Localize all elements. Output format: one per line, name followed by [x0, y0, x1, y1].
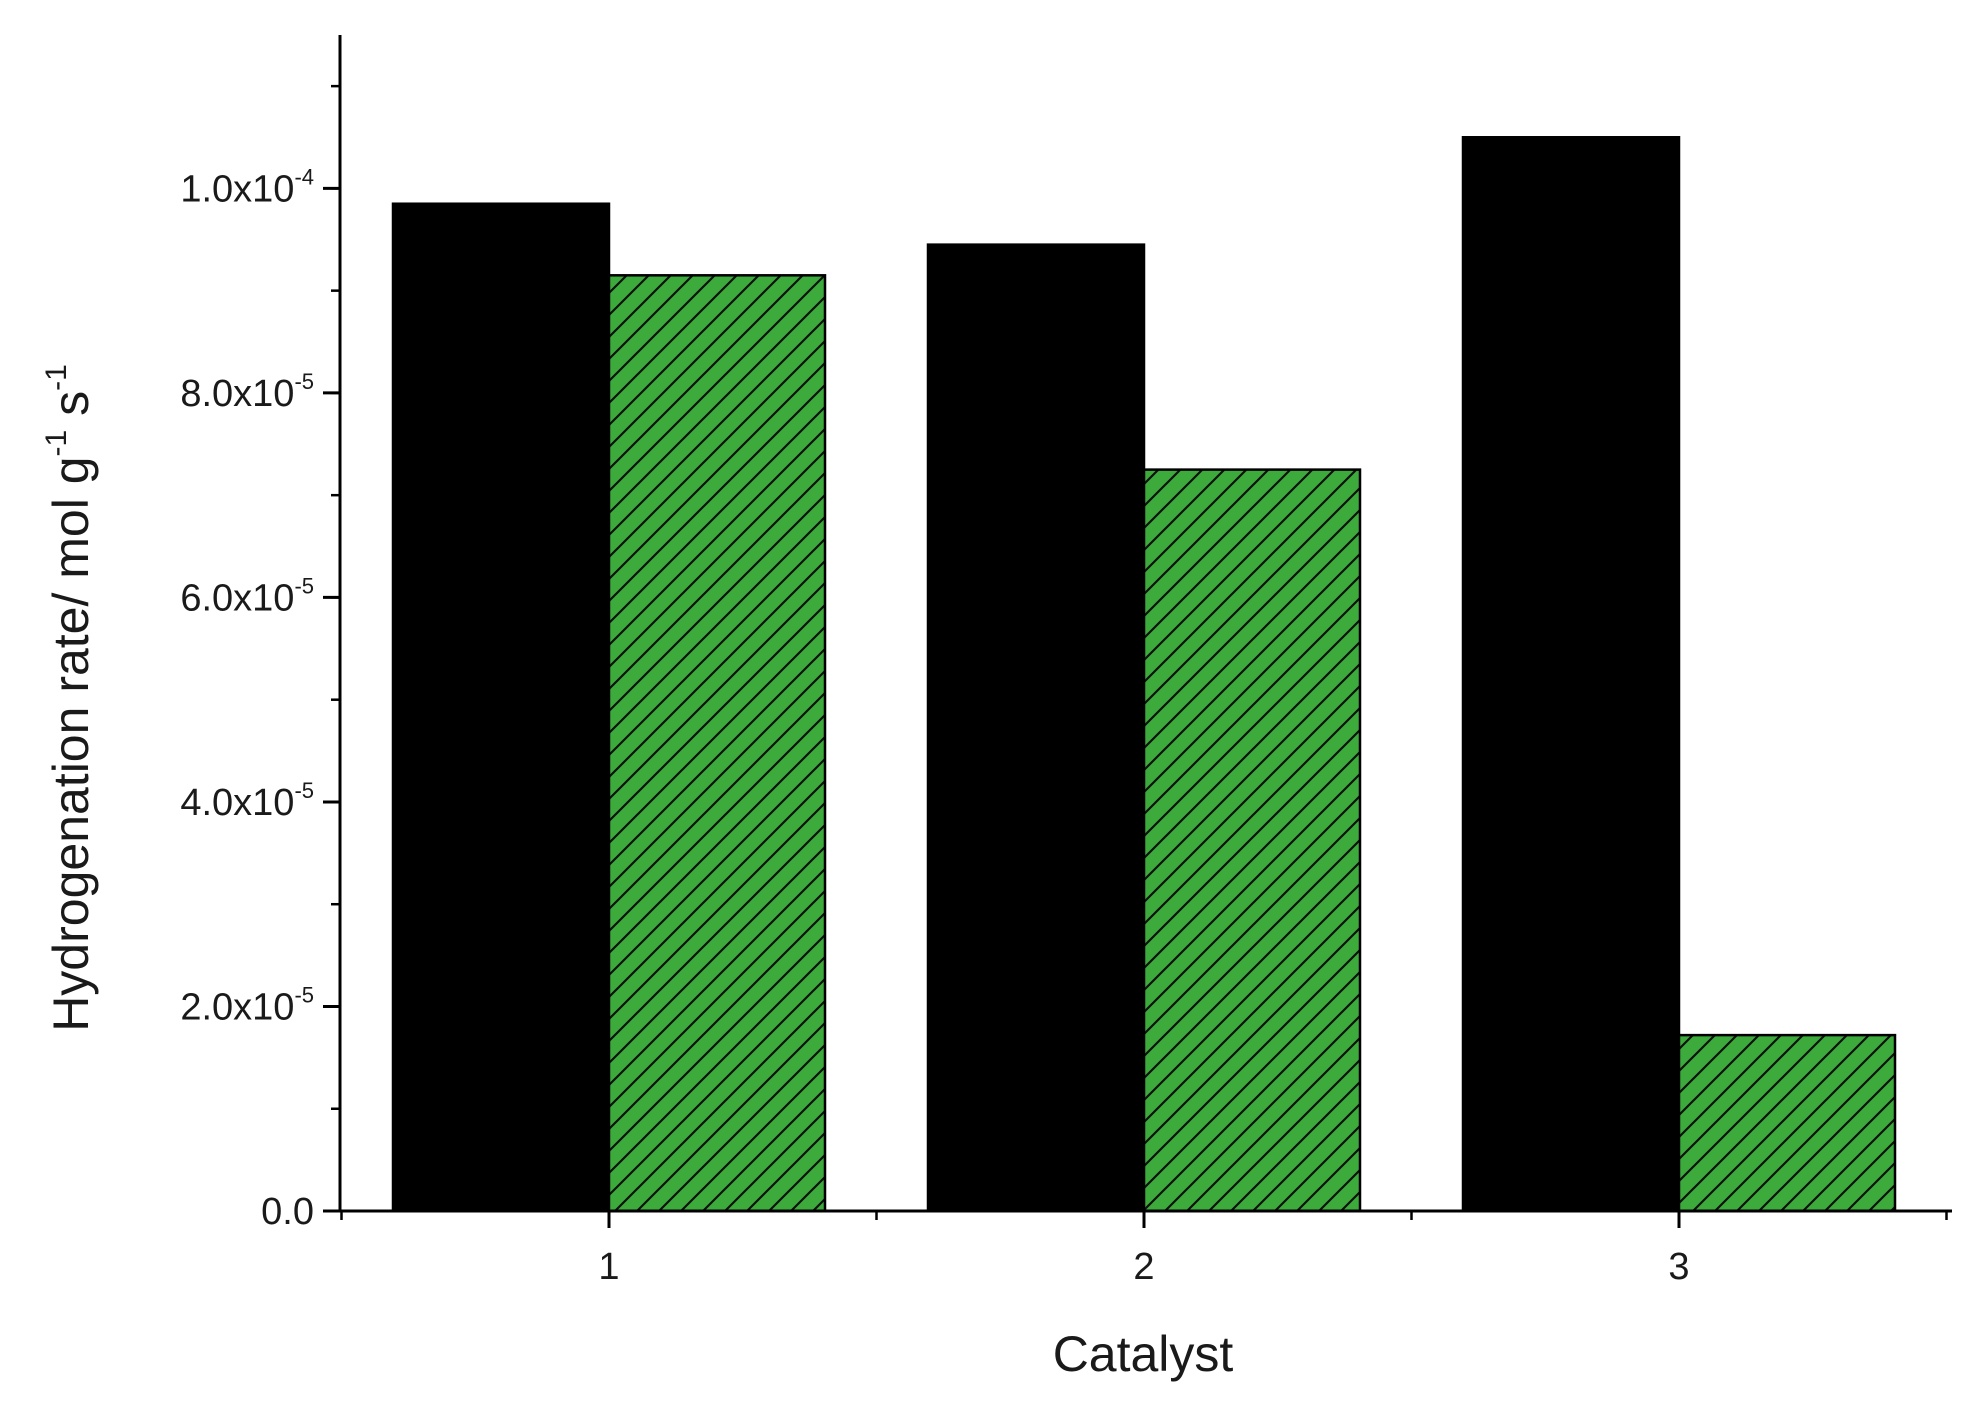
- bar-series1-catalyst-2: [926, 243, 1146, 1213]
- bar-series2-catalyst-1: [607, 274, 827, 1213]
- x-tick-label: 1: [598, 1246, 619, 1288]
- y-axis-title: Hydrogenation rate/ mol g-1 s-1: [40, 364, 99, 1032]
- bar-series2-catalyst-2: [1142, 468, 1362, 1213]
- x-tick-label: 2: [1133, 1246, 1154, 1288]
- y-axis-title-mid: s: [43, 391, 99, 430]
- bars: [391, 136, 1897, 1213]
- y-tick-label: 6.0x10-5: [180, 573, 314, 619]
- x-tick-label: 3: [1668, 1246, 1689, 1288]
- bar-series1-catalyst-3: [1461, 136, 1681, 1213]
- y-tick-label: 2.0x10-5: [180, 982, 314, 1028]
- y-tick-label: 0.0: [261, 1191, 314, 1233]
- x-axis-title: Catalyst: [1053, 1326, 1234, 1382]
- y-tick-label: 8.0x10-5: [180, 369, 314, 415]
- y-tick-label: 4.0x10-5: [180, 778, 314, 824]
- bar-series1-catalyst-1: [391, 202, 611, 1213]
- bar-series2-catalyst-3: [1677, 1033, 1897, 1213]
- y-tick-label: 1.0x10-4: [180, 164, 314, 210]
- y-axis-title-main: Hydrogenation rate/ mol g: [43, 456, 99, 1031]
- axes: 0.0 2.0x10-5 4.0x10-5 6.0x10-5 8.0x10-5 1.0x1…: [180, 35, 1952, 1288]
- labels: Catalyst Hydrogenation rate/ mol g-1 s-1: [40, 364, 1233, 1382]
- y-axis-title-exp1: -1: [40, 430, 73, 457]
- y-axis-title-exp2: -1: [40, 364, 73, 391]
